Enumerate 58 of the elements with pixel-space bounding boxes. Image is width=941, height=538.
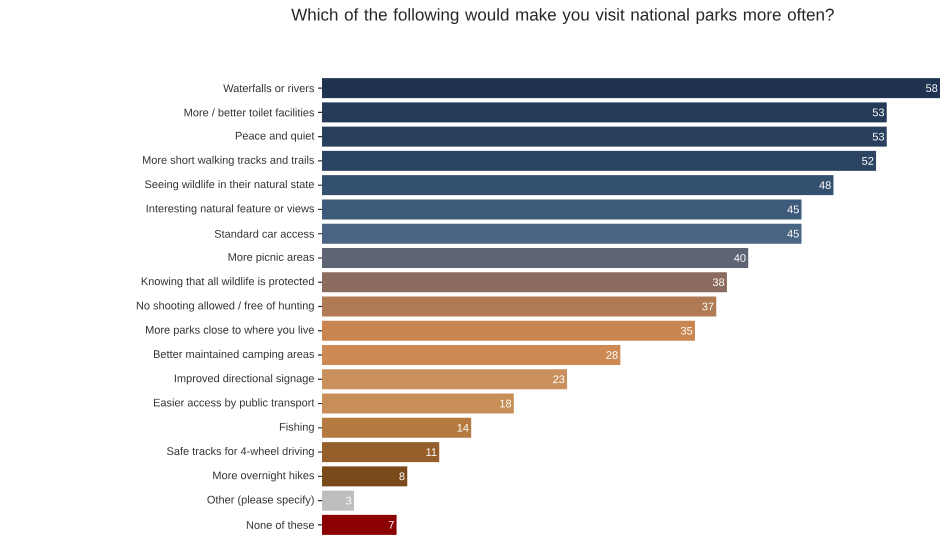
data-label: 35 xyxy=(680,326,692,335)
y-tick-label: Waterfalls or rivers xyxy=(223,84,314,92)
y-tick-label: Other (please specify) xyxy=(207,495,314,506)
data-label: 53 xyxy=(872,108,884,116)
y-tick-label: Peace and quiet xyxy=(236,132,314,142)
data-label: 58 xyxy=(926,84,938,92)
bar xyxy=(322,199,802,220)
data-label: 14 xyxy=(458,424,469,432)
bar xyxy=(322,296,716,316)
data-label: 7 xyxy=(388,521,394,529)
data-label: 38 xyxy=(712,278,724,286)
y-tick-label: None of these xyxy=(246,520,314,529)
data-label: 53 xyxy=(872,132,884,141)
y-tick-label: No shooting allowed / free of hunting xyxy=(136,301,314,312)
bar xyxy=(322,418,472,438)
bar xyxy=(322,320,695,341)
bar xyxy=(322,490,354,511)
data-label: 8 xyxy=(399,472,405,480)
bar xyxy=(322,345,620,366)
bar xyxy=(322,248,748,268)
y-tick-label: Knowing that all wildlife is protected xyxy=(142,277,314,288)
y-tick-label: More picnic areas xyxy=(228,252,314,264)
data-label: 11 xyxy=(426,448,436,456)
y-tick-label: Interesting natural feature or views xyxy=(146,204,314,215)
y-tick-label: Improved directional signage xyxy=(174,374,314,384)
bar xyxy=(322,150,876,171)
data-label: 18 xyxy=(500,400,512,408)
bar xyxy=(322,175,834,196)
data-label: 52 xyxy=(862,157,874,165)
data-label: 37 xyxy=(702,302,714,310)
data-label: 40 xyxy=(734,254,746,262)
data-label: 23 xyxy=(553,375,564,384)
data-label: 3 xyxy=(346,496,352,504)
y-tick-label: Easier access by public transport xyxy=(154,398,314,409)
data-label: 28 xyxy=(606,351,618,359)
y-tick-label: More / better toilet facilities xyxy=(184,108,314,116)
bar xyxy=(322,224,802,244)
y-tick-label: Standard car access xyxy=(214,230,314,238)
bar xyxy=(322,126,887,147)
bar xyxy=(322,78,940,98)
bar xyxy=(322,369,568,390)
y-tick-label: More overnight hikes xyxy=(213,471,314,482)
y-tick-label: Better maintained camping areas xyxy=(154,350,314,360)
y-tick-label: Fishing xyxy=(280,422,314,433)
bar xyxy=(322,102,887,122)
bar xyxy=(322,442,440,462)
chart-title: Which of the following would make you visit national parks more often? xyxy=(291,8,834,24)
y-tick-label: Safe tracks for 4-wheel driving xyxy=(167,446,314,458)
bar xyxy=(322,394,514,414)
y-tick-label: More parks close to where you live xyxy=(146,326,314,336)
data-label: 48 xyxy=(819,181,831,190)
y-tick-label: Seeing wildlife in their natural state xyxy=(145,180,314,190)
bar xyxy=(322,466,408,486)
bar xyxy=(322,272,727,292)
bar xyxy=(322,514,397,535)
data-label: 45 xyxy=(787,206,799,214)
y-tick-label: More short walking tracks and trails xyxy=(143,156,314,166)
data-label: 45 xyxy=(787,230,799,238)
